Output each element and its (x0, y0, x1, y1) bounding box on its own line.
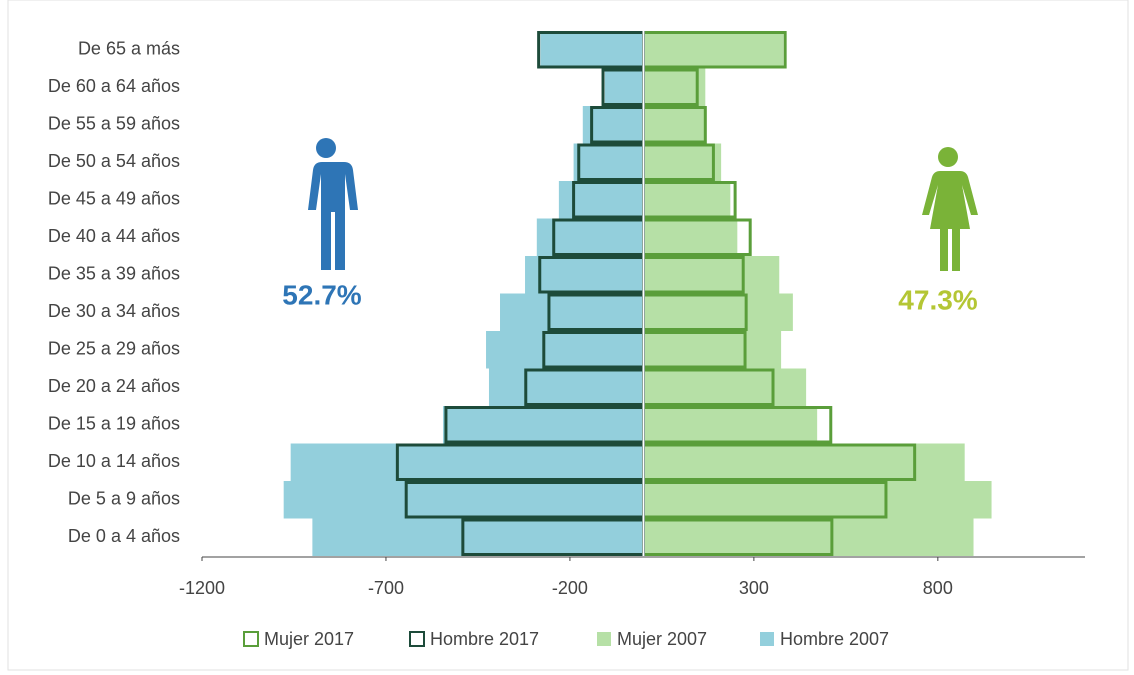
legend-label: Mujer 2007 (617, 629, 707, 649)
legend-label: Hombre 2017 (430, 629, 539, 649)
bar (643, 181, 731, 219)
bar (643, 406, 818, 444)
bar (643, 68, 706, 106)
legend-marker (760, 632, 774, 646)
y-tick-label: De 65 a más (78, 39, 180, 59)
bar (643, 256, 780, 294)
bar (442, 406, 644, 444)
y-tick-label: De 10 a 14 años (48, 451, 180, 471)
y-tick-label: De 60 a 64 años (48, 76, 180, 96)
x-tick-label: -200 (552, 578, 588, 598)
bar (643, 143, 722, 181)
y-tick-label: De 0 a 4 años (68, 526, 180, 546)
y-tick-label: De 15 a 19 años (48, 414, 180, 434)
bar (643, 331, 782, 369)
bar (643, 31, 784, 69)
bar (643, 218, 738, 256)
bar (486, 331, 644, 369)
y-tick-label: De 35 a 39 años (48, 264, 180, 284)
bar (643, 518, 974, 556)
x-tick-label: -1200 (179, 578, 225, 598)
y-tick-label: De 5 a 9 años (68, 489, 180, 509)
y-tick-label: De 55 a 59 años (48, 114, 180, 134)
bar (540, 31, 644, 69)
x-tick-label: -700 (368, 578, 404, 598)
bar (643, 293, 793, 331)
legend-marker (597, 632, 611, 646)
y-tick-label: De 30 a 34 años (48, 301, 180, 321)
bar (312, 518, 644, 556)
frame (7, 0, 1129, 671)
legend-marker (409, 631, 425, 647)
bar (558, 181, 644, 219)
x-tick-label: 800 (923, 578, 953, 598)
man-icon (308, 138, 358, 270)
bar (604, 68, 644, 106)
y-tick-label: De 20 a 24 años (48, 376, 180, 396)
bar (290, 443, 644, 481)
bar (573, 143, 644, 181)
bar (643, 106, 705, 144)
annotation: 47.3% (898, 284, 977, 315)
bar (643, 443, 965, 481)
y-tick-label: De 25 a 29 años (48, 339, 180, 359)
bar (643, 481, 992, 519)
bar (500, 293, 644, 331)
annotation: 52.7% (282, 279, 361, 310)
bar (643, 368, 807, 406)
x-tick-label: 300 (739, 578, 769, 598)
bar (488, 368, 644, 406)
woman-icon (922, 147, 978, 271)
legend-label: Hombre 2007 (780, 629, 889, 649)
y-tick-label: De 45 a 49 años (48, 189, 180, 209)
y-tick-label: De 50 a 54 años (48, 151, 180, 171)
y-tick-label: De 40 a 44 años (48, 226, 180, 246)
bar (525, 256, 644, 294)
bar (283, 481, 644, 519)
legend-marker (243, 631, 259, 647)
legend-label: Mujer 2017 (264, 629, 354, 649)
